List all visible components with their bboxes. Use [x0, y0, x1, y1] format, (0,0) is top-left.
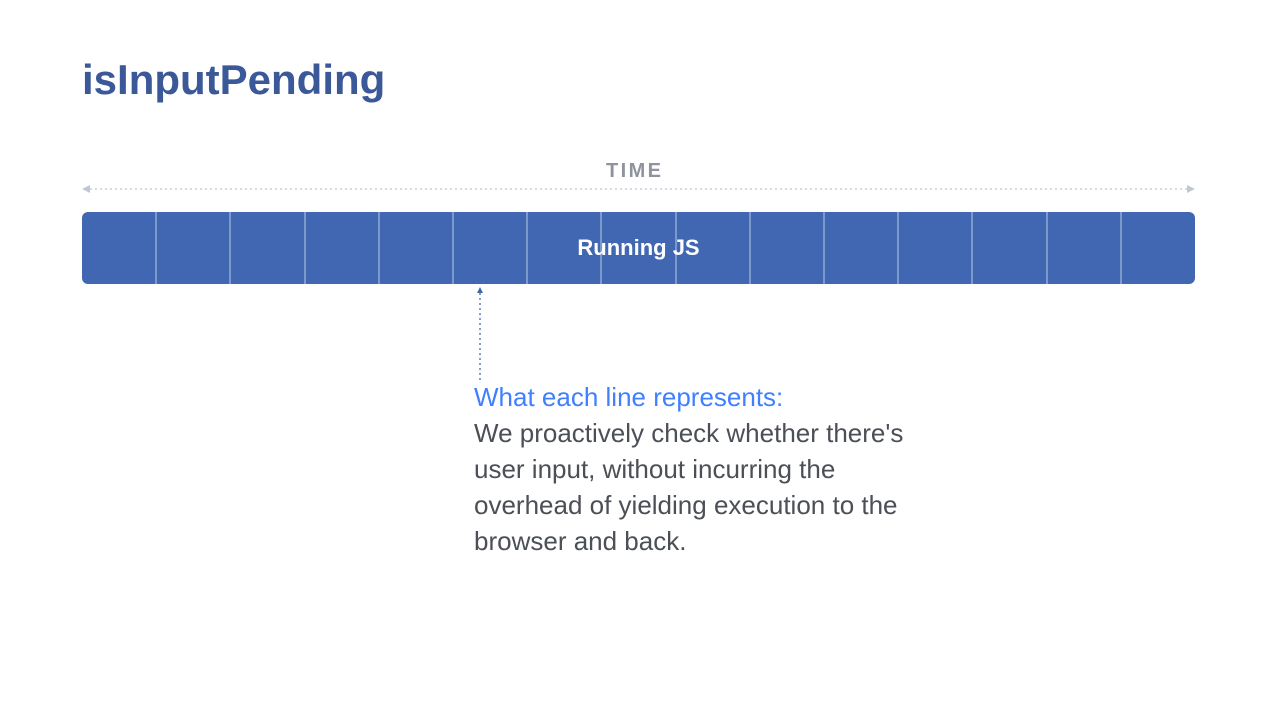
bar-divider	[1120, 212, 1122, 284]
running-js-bar: Running JS	[82, 212, 1195, 284]
pointer-line	[472, 287, 488, 381]
running-js-label: Running JS	[577, 235, 699, 261]
bar-divider	[155, 212, 157, 284]
bar-divider	[378, 212, 380, 284]
bar-divider	[304, 212, 306, 284]
page-title: isInputPending	[82, 56, 385, 104]
bar-divider	[526, 212, 528, 284]
bar-divider	[823, 212, 825, 284]
bar-divider	[1046, 212, 1048, 284]
annotation-heading: What each line represents:	[474, 380, 904, 416]
bar-divider	[971, 212, 973, 284]
time-axis	[72, 179, 1205, 201]
time-axis-svg	[72, 179, 1205, 201]
pointer-line-svg	[472, 287, 488, 381]
bar-divider	[749, 212, 751, 284]
bar-divider	[229, 212, 231, 284]
bar-divider	[452, 212, 454, 284]
bar-divider	[897, 212, 899, 284]
annotation-body: We proactively check whether there's use…	[474, 416, 904, 560]
annotation-block: What each line represents: We proactivel…	[474, 380, 904, 559]
